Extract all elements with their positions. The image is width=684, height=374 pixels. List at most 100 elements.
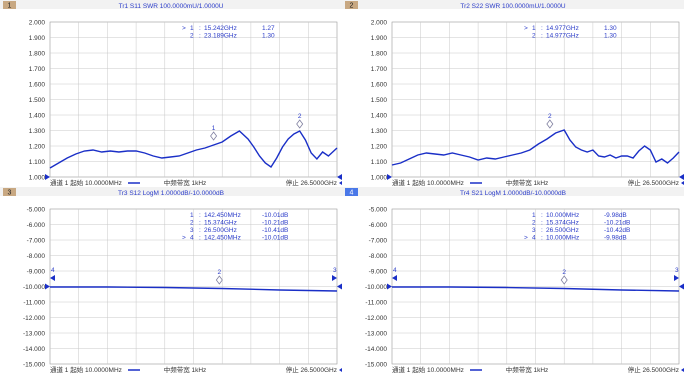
trace-panel-3[interactable]: 3 Tr3 S12 LogM 1.0000dB/-10.0000dB -5.000 -… bbox=[0, 187, 342, 374]
y-tick-label: -8.000 bbox=[369, 253, 388, 260]
y-tick-label: -7.000 bbox=[27, 238, 46, 245]
scroll-right-arrow[interactable] bbox=[681, 181, 684, 185]
trace-marker-label: 2 bbox=[218, 269, 222, 276]
marker-frequency: 15.242GHz bbox=[204, 25, 237, 32]
trace-number: 1 bbox=[8, 3, 12, 10]
scroll-right-arrow[interactable] bbox=[339, 368, 342, 372]
trace-panel-1[interactable]: 1 Tr1 S11 SWR 100.0000mU/1.0000U 2.000 1.90… bbox=[0, 0, 342, 187]
scroll-right-arrow[interactable] bbox=[681, 368, 684, 372]
trace-marker-diamond[interactable] bbox=[546, 119, 554, 129]
trace-marker-diamond[interactable] bbox=[560, 275, 568, 285]
y-tick-label: 1.400 bbox=[29, 113, 46, 120]
trace-number: 3 bbox=[8, 190, 12, 197]
marker-number: 4 bbox=[190, 235, 194, 242]
y-tick-label: 2.000 bbox=[371, 20, 388, 27]
s12-logm-chart[interactable]: 3 Tr3 S12 LogM 1.0000dB/-10.0000dB -5.000 -… bbox=[0, 187, 342, 374]
marker-number: 4 bbox=[532, 235, 536, 242]
channel-start-frequency: 通道 1 起始 10.0000MHz bbox=[392, 365, 464, 374]
reference-level-right-arrow[interactable] bbox=[337, 283, 342, 290]
scroll-right-arrow[interactable] bbox=[339, 181, 342, 185]
edge-marker-arrow[interactable] bbox=[332, 275, 337, 281]
y-tick-label: -15.000 bbox=[23, 362, 45, 369]
s22-swr-chart[interactable]: 2 Tr2 S22 SWR 100.0000mU/1.0000U 2.000 1.90… bbox=[342, 0, 684, 187]
y-tick-label: 1.800 bbox=[29, 51, 46, 58]
trace-header-title: Tr1 S11 SWR 100.0000mU/1.0000U bbox=[119, 3, 224, 10]
reference-level-left-arrow[interactable] bbox=[45, 283, 50, 290]
s11-swr-chart[interactable]: 1 Tr1 S11 SWR 100.0000mU/1.0000U 2.000 1.90… bbox=[0, 0, 342, 187]
marker-separator: : bbox=[199, 227, 201, 234]
y-tick-label: -15.000 bbox=[365, 362, 387, 369]
y-tick-label: -11.000 bbox=[365, 300, 387, 307]
panel-header-bar bbox=[342, 0, 684, 9]
marker-value: 1.30 bbox=[262, 33, 275, 40]
measurement-trace[interactable] bbox=[392, 286, 680, 292]
active-marker-indicator: > bbox=[524, 235, 528, 242]
marker-separator: : bbox=[541, 220, 543, 227]
marker-value: -10.21dB bbox=[262, 220, 288, 227]
stop-frequency: 停止 26.5000GHz bbox=[286, 365, 337, 374]
edge-marker-arrow[interactable] bbox=[50, 275, 55, 281]
marker-separator: : bbox=[199, 212, 201, 219]
trace-number-badge[interactable] bbox=[3, 188, 16, 196]
y-tick-label: -5.000 bbox=[369, 207, 388, 214]
marker-separator: : bbox=[541, 227, 543, 234]
if-bandwidth: 中频带宽 1kHz bbox=[506, 365, 549, 374]
edge-marker-arrow[interactable] bbox=[392, 275, 397, 281]
marker-frequency: 142.450MHz bbox=[204, 235, 241, 242]
marker-frequency: 26.500GHz bbox=[204, 227, 237, 234]
trace-number-badge[interactable] bbox=[345, 1, 358, 9]
measurement-trace[interactable] bbox=[49, 130, 338, 169]
marker-value: -10.41dB bbox=[262, 227, 288, 234]
edge-marker-arrow[interactable] bbox=[674, 275, 679, 281]
trace-marker-label: 3 bbox=[333, 267, 337, 274]
trace-marker-label: 2 bbox=[562, 269, 566, 276]
marker-value: -9.98dB bbox=[604, 235, 627, 242]
trace-number-badge[interactable] bbox=[345, 188, 358, 196]
y-tick-label: 1.800 bbox=[371, 51, 388, 58]
stop-frequency: 停止 26.5000GHz bbox=[628, 178, 679, 187]
trace-panel-4[interactable]: 4 Tr4 S21 LogM 1.0000dB/-10.0000dB -5.000 -… bbox=[342, 187, 684, 374]
y-tick-label: -7.000 bbox=[369, 238, 388, 245]
y-tick-label: -5.000 bbox=[27, 207, 46, 214]
reference-level-right-arrow[interactable] bbox=[337, 174, 342, 180]
marker-separator: : bbox=[199, 33, 201, 40]
reference-level-left-arrow[interactable] bbox=[45, 174, 50, 180]
marker-value: -10.01dB bbox=[262, 212, 288, 219]
measurement-trace[interactable] bbox=[391, 129, 680, 166]
trace-marker-label: 3 bbox=[675, 267, 679, 274]
marker-number: 1 bbox=[532, 212, 536, 219]
marker-number: 2 bbox=[190, 33, 194, 40]
y-tick-label: -12.000 bbox=[365, 315, 387, 322]
trace-marker-diamond[interactable] bbox=[296, 119, 304, 129]
trace-number: 4 bbox=[350, 190, 354, 197]
marker-number: 1 bbox=[190, 212, 194, 219]
y-tick-label: 1.700 bbox=[371, 66, 388, 73]
trace-panel-2[interactable]: 2 Tr2 S22 SWR 100.0000mU/1.0000U 2.000 1.90… bbox=[342, 0, 684, 187]
marker-frequency: 15.374GHz bbox=[204, 220, 237, 227]
trace-marker-diamond[interactable] bbox=[215, 275, 223, 285]
reference-level-right-arrow[interactable] bbox=[679, 174, 684, 180]
y-tick-label: 1.500 bbox=[29, 97, 46, 104]
marker-frequency: 23.189GHz bbox=[204, 33, 237, 40]
trace-marker-diamond[interactable] bbox=[210, 131, 218, 141]
marker-separator: : bbox=[199, 25, 201, 32]
measurement-trace[interactable] bbox=[50, 286, 338, 292]
trace-number-badge[interactable] bbox=[3, 1, 16, 9]
marker-number: 2 bbox=[532, 33, 536, 40]
reference-level-right-arrow[interactable] bbox=[679, 283, 684, 290]
if-bandwidth: 中频带宽 1kHz bbox=[164, 365, 207, 374]
trace-header-title: Tr3 S12 LogM 1.0000dB/-10.0000dB bbox=[118, 190, 224, 197]
panel-header-bar bbox=[0, 187, 342, 196]
marker-frequency: 10.000MHz bbox=[546, 212, 579, 219]
y-tick-label: 1.900 bbox=[371, 35, 388, 42]
y-tick-label: 1.100 bbox=[371, 159, 388, 166]
y-tick-label: 1.700 bbox=[29, 66, 46, 73]
reference-level-left-arrow[interactable] bbox=[387, 283, 392, 290]
y-tick-label: 1.500 bbox=[371, 97, 388, 104]
s21-logm-chart[interactable]: 4 Tr4 S21 LogM 1.0000dB/-10.0000dB -5.000 -… bbox=[342, 187, 684, 374]
y-tick-label: -6.000 bbox=[27, 222, 46, 229]
reference-level-left-arrow[interactable] bbox=[387, 174, 392, 180]
channel-start-frequency: 通道 1 起始 10.0000MHz bbox=[392, 178, 464, 187]
y-tick-label: -13.000 bbox=[23, 331, 45, 338]
y-tick-label: 1.600 bbox=[371, 82, 388, 89]
